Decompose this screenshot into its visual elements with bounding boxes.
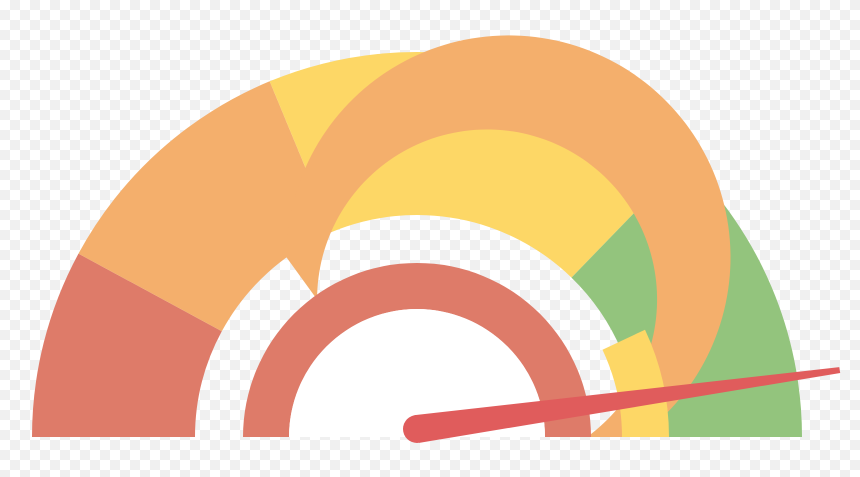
gauge-inner-bands [242,35,731,438]
needle-shaft [414,367,841,443]
inner-yellow-band [602,329,669,437]
gauge-segment-medium-low [78,81,333,332]
gauge-center-hole [289,309,545,437]
needle-hub [403,415,431,443]
gauge-segment-low [32,253,222,437]
inner-orange-band [286,35,731,438]
inner-red-band [242,262,591,437]
gauge-needle [403,367,841,443]
